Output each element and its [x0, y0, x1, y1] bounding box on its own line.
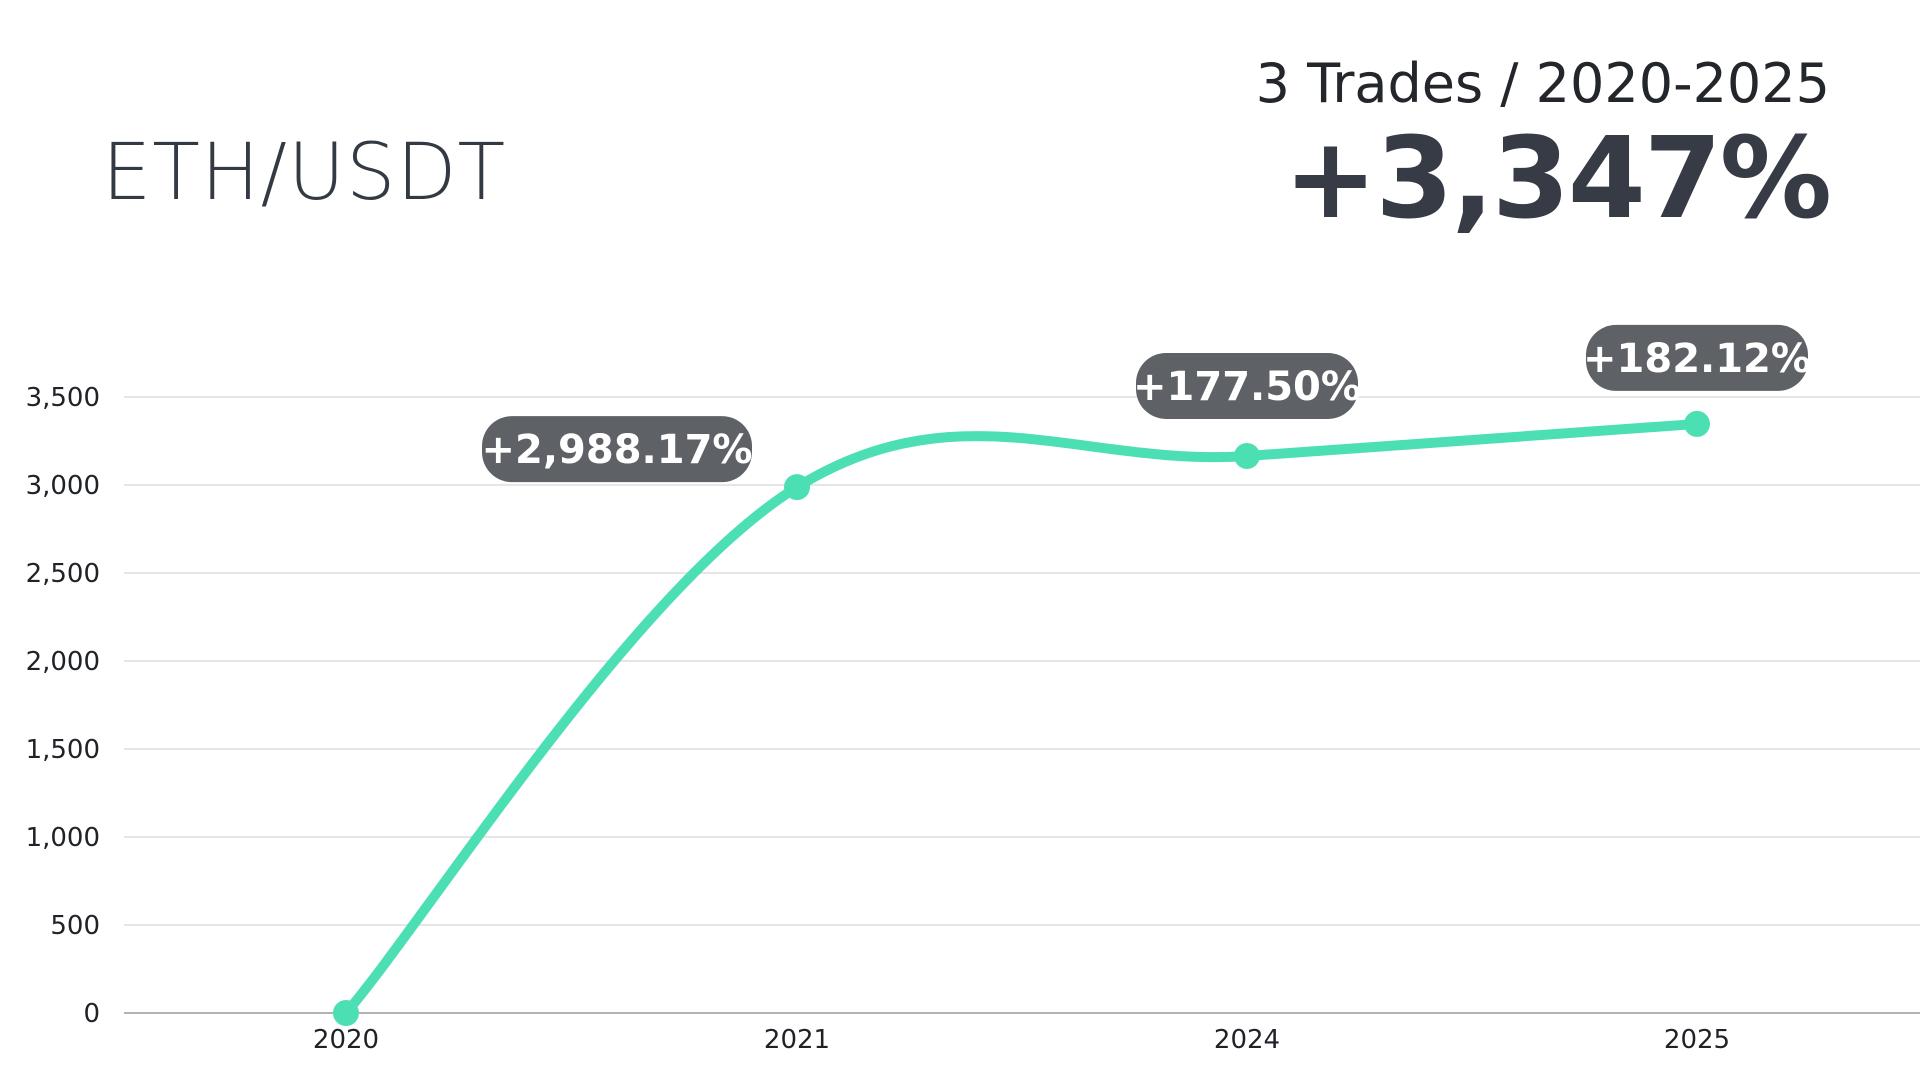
y-tick-label: 1,000	[26, 823, 100, 853]
y-tick-label: 1,500	[26, 735, 100, 765]
data-label: +177.50%	[1133, 364, 1361, 410]
series-line-path	[341, 418, 1702, 1018]
data-point	[1684, 410, 1710, 437]
y-tick-label: 3,500	[26, 383, 100, 413]
pair-title: ETH/USDT	[102, 128, 507, 218]
data-point	[784, 474, 810, 501]
data-point	[333, 1000, 359, 1026]
x-tick-label: 2025	[1664, 1025, 1730, 1055]
y-tick-label: 2,000	[26, 647, 100, 677]
data-label-badge	[1586, 324, 1808, 391]
summary: 3 Trades / 2020-2025 +3,347%	[1255, 52, 1832, 244]
summary-total-return: +3,347%	[1283, 114, 1832, 244]
y-tick-label: 2,500	[26, 559, 100, 589]
y-tick-label: 3,000	[26, 471, 100, 501]
data-label-badge	[1136, 352, 1358, 419]
y-tick-label: 0	[83, 999, 100, 1029]
x-tick-label: 2021	[764, 1025, 830, 1055]
data-label: +182.12%	[1583, 336, 1811, 382]
data-label-badge	[482, 416, 752, 483]
summary-subtitle: 3 Trades / 2020-2025	[1255, 52, 1830, 115]
y-tick-label: 500	[50, 911, 100, 941]
x-tick-label: 2020	[313, 1025, 379, 1055]
data-points	[333, 410, 1710, 1026]
data-labels: +2,988.17% +177.50% +182.12%	[482, 324, 1811, 483]
axes: 0 500 1,000 1,500 2,000 2,500 3,000 3,500 2020 20…	[26, 383, 1920, 1055]
data-label: +2,988.17%	[482, 427, 753, 473]
x-tick-label: 2024	[1214, 1025, 1280, 1055]
series-line	[341, 418, 1702, 1018]
data-point	[1234, 442, 1260, 469]
grid-lines	[124, 396, 1920, 926]
